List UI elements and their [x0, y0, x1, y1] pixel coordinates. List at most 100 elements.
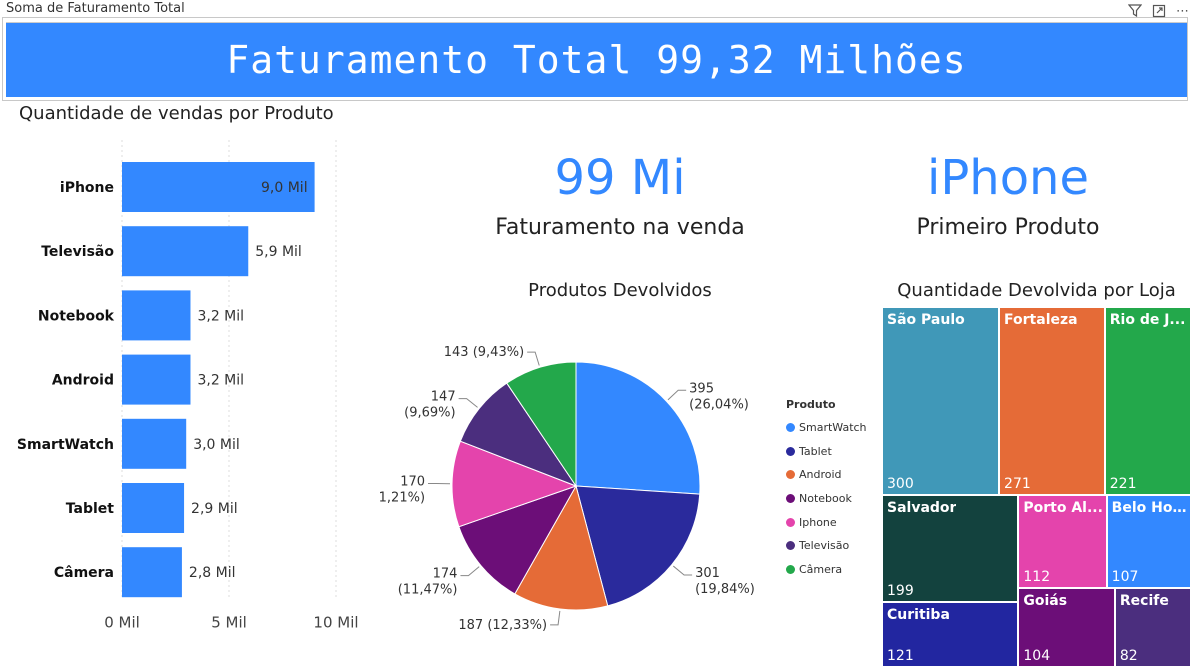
treemap-cell[interactable]: Curitiba 121	[882, 601, 1019, 667]
legend-item[interactable]: Android	[786, 463, 867, 487]
legend-item[interactable]: Notebook	[786, 487, 867, 511]
category-label: Notebook	[38, 308, 115, 324]
legend-label: Android	[799, 468, 842, 482]
treemap-cell-value: 199	[887, 582, 914, 599]
legend-swatch	[786, 423, 795, 433]
treemap-cell-label: Recife	[1119, 592, 1169, 609]
category-label: Android	[52, 373, 114, 389]
treemap-cell-label: Rio de J...	[1109, 312, 1186, 328]
legend-label: Iphone	[799, 515, 837, 529]
bar-chart: 0 Mil 5 Mil 10 Mil iPhone 9,0 Mil Televisão 5,…	[17, 140, 359, 631]
bar-data-label: 5,9 Mil	[255, 244, 302, 260]
pie-slice[interactable]	[506, 361, 577, 488]
pie-slice[interactable]	[451, 440, 578, 528]
bar-data-label: 3,0 Mil	[193, 437, 240, 453]
treemap-cell[interactable]: São Paulo 300	[882, 307, 1000, 495]
category-label: Câmera	[54, 565, 114, 581]
treemap-cell-value: 121	[887, 647, 914, 664]
pie-data-label: 143 (9,43%)	[444, 345, 524, 360]
treemap-cell-value: 221	[1109, 475, 1137, 492]
legend-label: SmartWatch	[799, 421, 867, 435]
treemap-cell[interactable]: Rio de J... 221	[1104, 307, 1191, 495]
pie-data-label: 147 (9,69%)	[404, 390, 455, 421]
bar[interactable]	[122, 290, 191, 341]
legend-swatch	[786, 446, 795, 456]
bar-chart-title: Quantidade de vendas por Produto	[19, 103, 334, 124]
kpi-top-product-label: Primeiro Produto	[916, 215, 1100, 240]
pie-chart-title: Produtos Devolvidos	[528, 280, 712, 301]
pie-leader-line	[458, 398, 478, 408]
pie-slice[interactable]	[575, 485, 701, 607]
legend-swatch	[786, 541, 795, 551]
legend-item[interactable]: Tablet	[786, 440, 867, 464]
legend-label: Notebook	[799, 492, 852, 506]
pie-leader-line	[460, 566, 480, 577]
focus-mode-icon[interactable]	[1152, 4, 1166, 22]
visual-header-icons: ⋯	[1127, 4, 1189, 22]
more-options-icon[interactable]: ⋯	[1176, 4, 1189, 19]
kpi-top-product-value: iPhone	[926, 150, 1090, 206]
treemap-cell-label: São Paulo	[887, 312, 965, 328]
treemap-cell[interactable]: Fortaleza 271	[999, 307, 1105, 495]
legend-swatch	[786, 470, 795, 480]
legend-swatch	[786, 517, 795, 527]
category-label: Tablet	[66, 501, 115, 517]
treemap-cell[interactable]: Recife 82	[1114, 587, 1191, 667]
bar-data-label: 2,8 Mil	[189, 565, 236, 581]
filter-icon[interactable]	[1127, 4, 1143, 22]
pie-leader-line	[527, 351, 540, 366]
category-label: SmartWatch	[17, 437, 114, 453]
pie-data-label: 301 (19,84%)	[695, 566, 755, 597]
treemap-cell[interactable]: Goiás 104	[1018, 587, 1115, 667]
pie-slice[interactable]	[459, 382, 578, 488]
x-tick-label: 5 Mil	[211, 613, 247, 631]
treemap-cell-value: 107	[1111, 568, 1139, 585]
bar[interactable]	[122, 226, 249, 277]
treemap-cell[interactable]: Salvador 199	[882, 494, 1019, 602]
kpi-revenue-value: 99 Mi	[554, 150, 686, 206]
pie-slice[interactable]	[458, 485, 578, 595]
legend-swatch	[786, 494, 795, 504]
pie-legend: Produto SmartWatch Tablet Android Notebook I…	[786, 398, 867, 581]
pie-leader-line	[667, 389, 687, 401]
treemap-cell-value: 300	[887, 475, 914, 492]
treemap-cell-label: Salvador	[887, 499, 957, 516]
treemap-cell-value: 82	[1119, 647, 1138, 664]
pie-slice[interactable]	[514, 484, 609, 611]
treemap-cell[interactable]: Porto Al... 112	[1018, 494, 1107, 588]
bar-data-label: 3,2 Mil	[197, 308, 244, 324]
legend-item[interactable]: Câmera	[786, 558, 867, 582]
x-tick-label: 10 Mil	[313, 613, 358, 631]
bar[interactable]	[122, 483, 185, 533]
treemap-cell-label: Porto Al...	[1023, 499, 1103, 516]
legend-title: Produto	[786, 398, 836, 411]
treemap-cell-label: Goiás	[1023, 592, 1068, 609]
legend-label: Televisão	[799, 539, 850, 553]
treemap-cell-label: Belo Ho...	[1111, 499, 1188, 516]
pie-leader-line	[672, 565, 693, 576]
legend-item[interactable]: SmartWatch	[786, 416, 867, 440]
treemap: São Paulo 300 Fortaleza 271 Rio de J... 221 Sa…	[882, 307, 1191, 667]
x-tick-label: 0 Mil	[104, 613, 140, 631]
pie-data-label: 170(11,21%)	[380, 475, 425, 506]
bar-data-label: 2,9 Mil	[191, 501, 238, 517]
pie-data-label: 395 (26,04%)	[689, 381, 749, 412]
legend-item[interactable]: Iphone	[786, 510, 867, 534]
pie-data-label: 174 (11,47%)	[398, 567, 458, 598]
pie-slice[interactable]	[575, 361, 701, 495]
visual-label: Soma de Faturamento Total	[6, 1, 185, 16]
bar[interactable]	[122, 418, 187, 469]
treemap-cell[interactable]: Belo Ho... 107	[1106, 494, 1191, 588]
treemap-cell-value: 112	[1023, 568, 1051, 585]
treemap-cell-label: Curitiba	[887, 606, 950, 623]
legend-item[interactable]: Televisão	[786, 534, 867, 558]
pie-data-label: 187 (12,33%)	[458, 618, 547, 633]
total-revenue-banner: Faturamento Total 99,32 Milhões	[6, 22, 1187, 97]
bar[interactable]	[122, 547, 182, 598]
legend-label: Tablet	[799, 444, 832, 458]
bar-data-label: 9,0 Mil	[261, 180, 308, 196]
bar[interactable]	[122, 162, 315, 212]
category-label: Televisão	[41, 244, 114, 260]
bar[interactable]	[122, 354, 191, 405]
